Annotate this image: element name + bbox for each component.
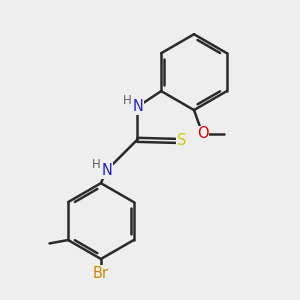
Text: Br: Br [93,266,109,281]
Text: H: H [92,158,100,171]
Text: N: N [132,99,143,114]
Text: O: O [196,126,208,141]
Text: S: S [177,134,186,148]
Text: N: N [101,163,112,178]
Text: H: H [123,94,131,107]
